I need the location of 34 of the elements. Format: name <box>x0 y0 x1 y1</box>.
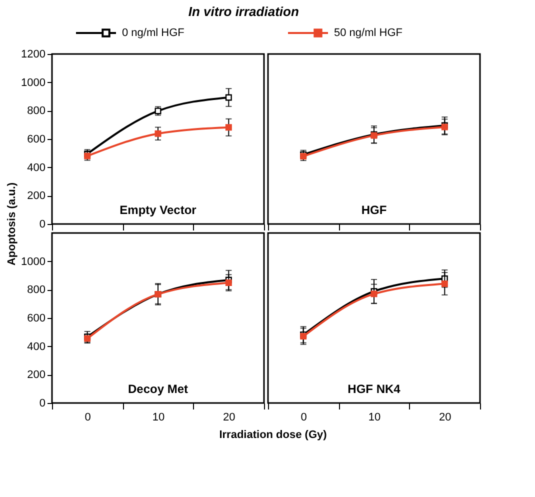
y-tick-label: 400 <box>27 162 46 174</box>
y-tick-label: 600 <box>27 134 46 146</box>
x-tick-label: 10 <box>152 412 165 424</box>
x-axis-title: Irradiation dose (Gy) <box>219 429 328 441</box>
point <box>225 279 232 286</box>
annotation: Empty Vector <box>120 203 197 217</box>
x-tick-label: 0 <box>84 412 91 424</box>
y-tick-label: 1000 <box>21 76 46 89</box>
annotation: HGF NK4 <box>348 382 401 396</box>
y-tick-label: 1000 <box>21 256 46 268</box>
chart-title: In vitro irradiation <box>188 4 299 19</box>
x-tick-label: 20 <box>223 412 236 424</box>
x-tick-label: 10 <box>368 412 381 424</box>
point <box>225 94 232 101</box>
y-tick-label: 200 <box>27 190 46 202</box>
y-tick-label: 1200 <box>21 48 46 60</box>
annotation: HGF <box>361 203 387 217</box>
legend-label: 0 ng/ml HGF <box>122 27 185 39</box>
y-tick-label: 0 <box>39 398 46 410</box>
y-tick-label: 600 <box>27 312 46 324</box>
point <box>370 290 378 298</box>
y-tick-label: 400 <box>27 340 46 353</box>
point <box>154 130 162 137</box>
y-tick-label: 0 <box>39 218 46 230</box>
point <box>441 280 448 287</box>
y-tick-label: 800 <box>27 105 46 118</box>
y-axis-title: Apoptosis (a.u.) <box>6 182 18 266</box>
point <box>225 124 232 131</box>
legend-label: 50 ng/ml HGF <box>334 27 403 39</box>
annotation: Decoy Met <box>128 382 188 396</box>
x-tick-label: 20 <box>439 412 452 424</box>
y-tick-label: 200 <box>27 369 46 382</box>
y-tick-label: 800 <box>27 284 46 296</box>
x-tick-label: 0 <box>300 412 307 424</box>
